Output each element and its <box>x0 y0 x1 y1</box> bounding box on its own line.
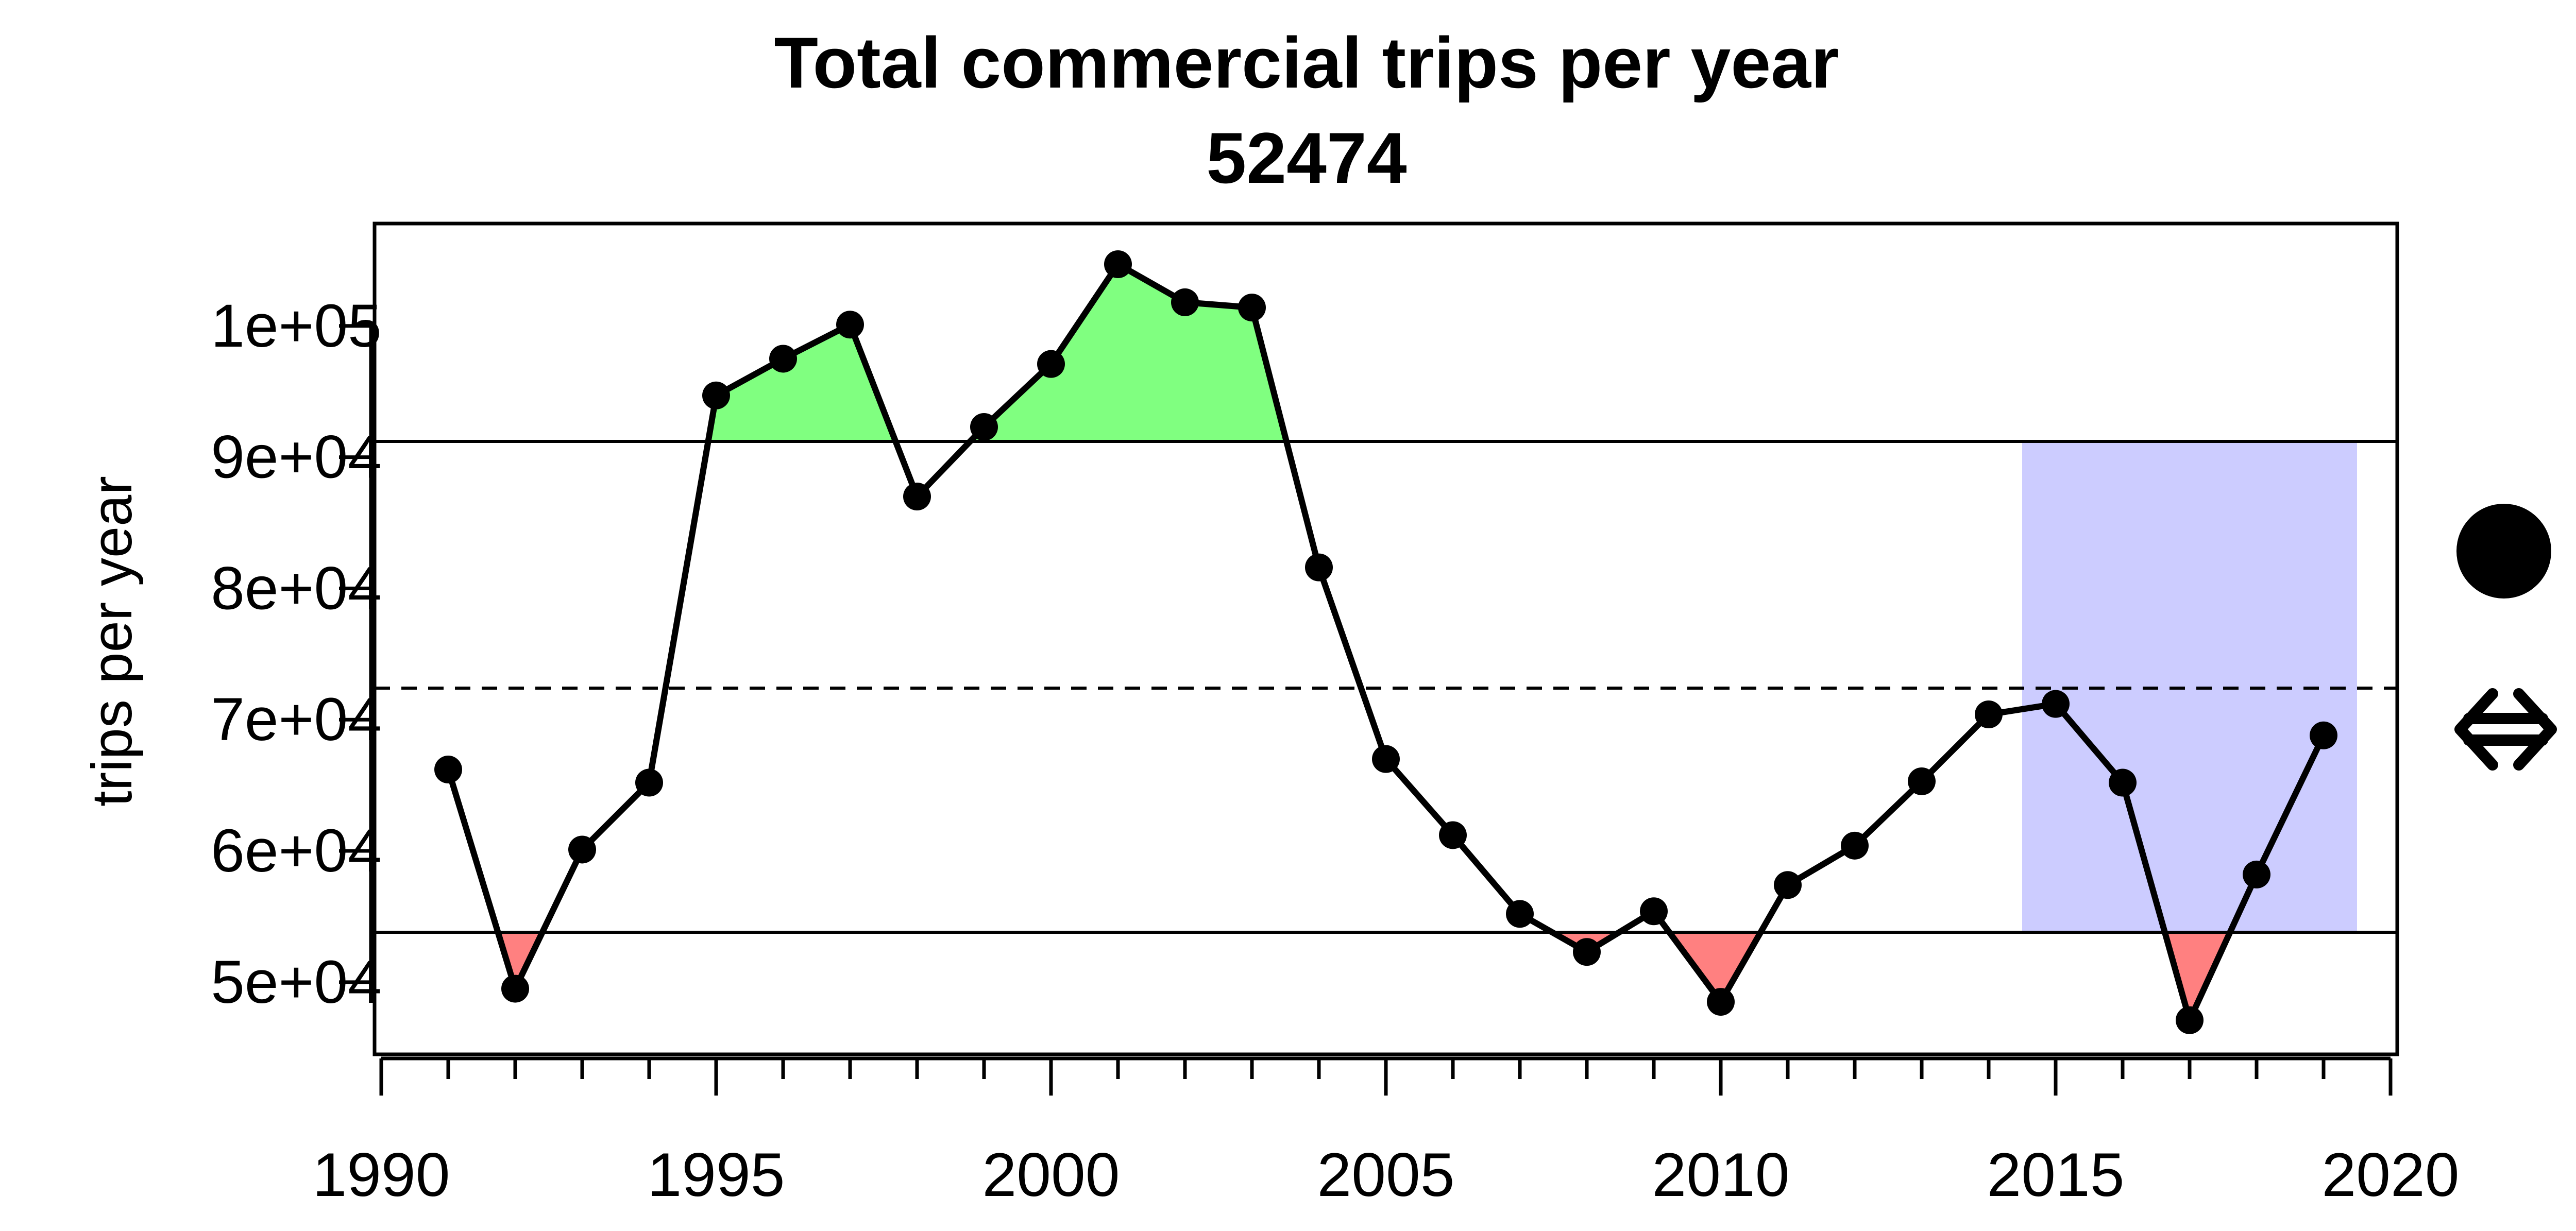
data-point <box>1439 821 1467 849</box>
data-point <box>1037 350 1065 378</box>
plot-frame <box>372 221 2399 1056</box>
data-point <box>2042 690 2070 718</box>
x-tick-label: 2010 <box>1652 1140 1790 1209</box>
below-threshold-fill <box>2164 932 2230 1020</box>
data-points <box>434 250 2337 1034</box>
data-point <box>434 756 462 784</box>
data-point <box>1238 294 1266 322</box>
data-point <box>1908 767 1936 795</box>
data-point <box>1841 831 1869 860</box>
data-point <box>568 835 596 864</box>
x-tick-label: 2000 <box>982 1140 1120 1209</box>
data-point <box>1573 938 1601 966</box>
x-tick-label: 2015 <box>1987 1140 2125 1209</box>
above-threshold-fill <box>708 324 896 441</box>
y-axis: 5e+04 6e+04 7e+04 8e+04 9e+04 1e+05 <box>211 292 381 1016</box>
x-tick-label: 1995 <box>648 1140 785 1209</box>
filled-circle-icon <box>2456 504 2551 599</box>
y-axis-label: trips per year <box>80 476 144 807</box>
data-point <box>1372 745 1400 773</box>
data-point <box>2109 768 2137 797</box>
data-point <box>769 345 797 373</box>
chart-subtitle: 52474 <box>1206 117 1406 198</box>
above-threshold-fill <box>970 264 1286 441</box>
data-point <box>702 381 730 409</box>
data-point <box>1305 553 1333 582</box>
data-point <box>1506 900 1534 928</box>
highlight-band <box>2022 441 2357 933</box>
x-tick-label: 2005 <box>1317 1140 1455 1209</box>
data-point <box>1104 250 1132 278</box>
data-point <box>2176 1006 2204 1034</box>
data-point <box>635 768 663 797</box>
data-point <box>903 483 931 511</box>
side-legend-icons <box>2454 504 2557 771</box>
y-tick-label: 8e+04 <box>211 554 381 622</box>
y-tick-label: 9e+04 <box>211 423 381 491</box>
below-threshold-fill <box>498 932 543 989</box>
left-right-arrow-icon <box>2454 688 2557 771</box>
data-point <box>501 974 529 1003</box>
y-tick-label: 7e+04 <box>211 686 381 754</box>
threshold-fills <box>498 264 2230 1020</box>
data-point <box>2310 721 2337 749</box>
y-tick-label: 6e+04 <box>211 817 381 885</box>
data-point <box>1975 700 2003 729</box>
recent-years-highlight <box>2022 441 2357 933</box>
data-point <box>970 413 998 441</box>
data-point <box>1707 988 1735 1016</box>
data-point <box>1171 288 1199 316</box>
data-point <box>1640 897 1668 926</box>
data-point <box>2243 860 2270 888</box>
below-threshold-fill <box>1669 932 1761 1002</box>
data-point <box>1774 871 1802 899</box>
data-point <box>836 311 864 339</box>
x-tick-label: 2020 <box>2322 1140 2460 1209</box>
reference-lines <box>375 439 2397 934</box>
y-tick-label: 5e+04 <box>211 948 381 1016</box>
x-axis: 1990 1995 2000 2005 2010 2015 2020 <box>313 1056 2460 1209</box>
x-tick-label: 1990 <box>313 1140 450 1209</box>
chart-title: Total commercial trips per year <box>774 22 1839 103</box>
y-tick-label: 1e+05 <box>211 292 381 360</box>
